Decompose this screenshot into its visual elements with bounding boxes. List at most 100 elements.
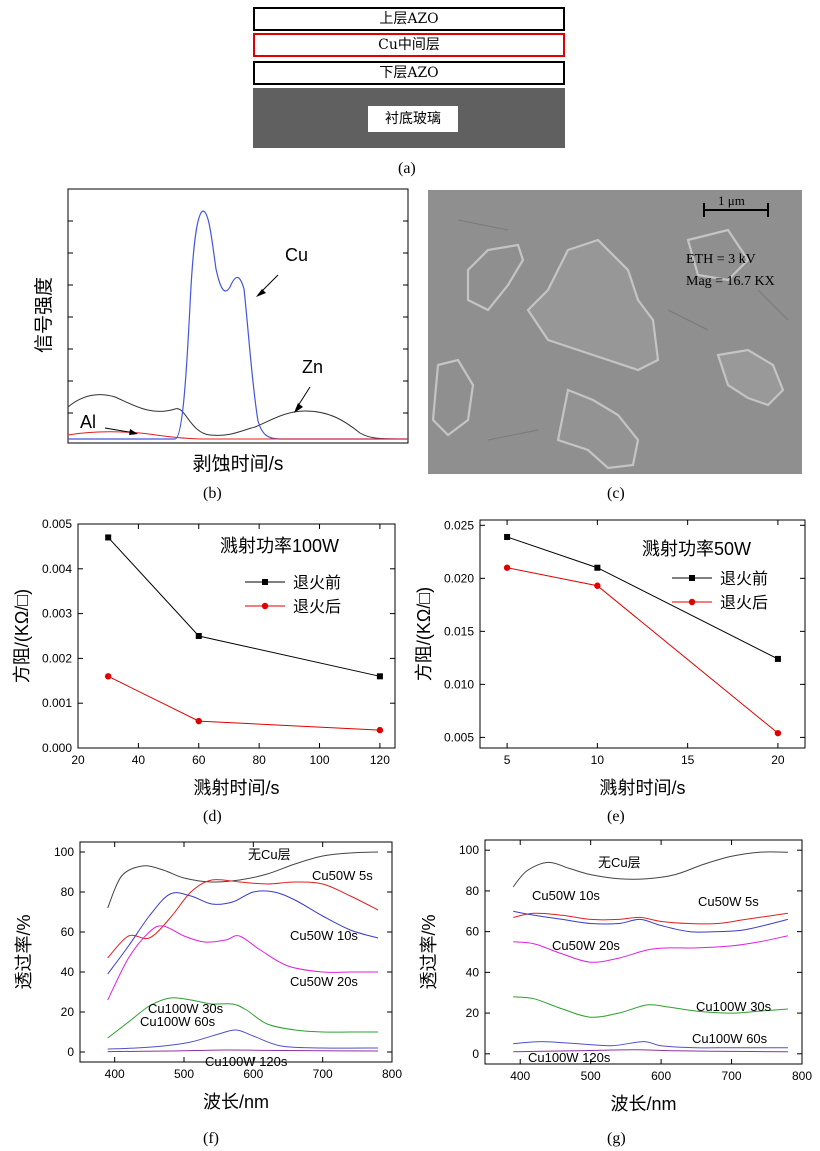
caption-b: (b)	[203, 485, 222, 502]
series-label: Cu50W 10s	[532, 888, 600, 903]
x-tick-label: 20	[71, 753, 85, 767]
layer-cu: Cu中间层	[253, 33, 565, 57]
ylabel: 信号强度	[33, 277, 55, 353]
y-tick-label: 0.025	[444, 518, 474, 532]
y-tick-label: 0.005	[444, 730, 474, 744]
series-label: 无Cu层	[598, 855, 641, 870]
y-tick-label: 0.020	[444, 571, 474, 585]
data-point	[503, 564, 511, 571]
series-label: 无Cu层	[248, 847, 291, 862]
x-tick-label: 700	[313, 1067, 333, 1081]
grain-shadows	[457, 219, 789, 441]
x-tick-label: 500	[174, 1067, 194, 1081]
caption-g: (g)	[607, 1130, 626, 1147]
plot-frame	[67, 188, 409, 444]
x-tick-label: 15	[681, 753, 695, 767]
series-curve	[107, 1029, 379, 1050]
y-tick-label: 80	[61, 885, 75, 899]
data-point	[195, 717, 202, 725]
series-line-after-anneal	[506, 567, 779, 734]
caption-f: (f)	[203, 1130, 219, 1147]
chart-title: 溅射功率100W	[220, 536, 339, 556]
y-tick-label: 80	[466, 884, 480, 898]
cu-arrowhead	[256, 289, 266, 297]
grain-edges	[431, 228, 785, 470]
caption-c: (c)	[607, 485, 625, 502]
chart-e: 5 10 15 20 0.005 0.010 0.015 0.020 0.025 溅射时间/s 方阻…	[414, 518, 806, 798]
y-tick-label: 0.015	[444, 624, 474, 638]
y-tick-label: 0.002	[42, 651, 72, 665]
zn-label: Zn	[302, 357, 323, 377]
series-label: Cu100W 60s	[692, 1031, 768, 1046]
layer-top-azo: 上层AZO	[253, 7, 565, 31]
y-axis-label: 透过率/%	[14, 914, 34, 989]
series-curve	[513, 1041, 788, 1049]
legend-label: 退火前	[720, 570, 768, 588]
caption-a: (a)	[398, 160, 416, 177]
x-axis-label: 溅射时间/s	[599, 778, 685, 798]
series-curve	[107, 1049, 379, 1053]
x-tick-label: 20	[771, 753, 785, 767]
legend-marker	[262, 579, 268, 585]
series-curve	[107, 878, 379, 959]
scale-bar	[703, 203, 769, 217]
tick-marks	[68, 220, 408, 414]
layer-bottom-azo: 下层AZO	[253, 61, 565, 85]
x-tick-label: 400	[510, 1069, 530, 1083]
x-tick-label: 10	[591, 753, 605, 767]
x-tick-label: 100	[310, 753, 330, 767]
eth-label: ETH = 3 kV	[686, 252, 756, 267]
y-tick-label: 60	[61, 925, 75, 939]
mag-label: Mag = 16.7 KX	[686, 274, 775, 289]
legend-marker	[689, 575, 695, 581]
caption-d: (d)	[203, 808, 222, 825]
data-point	[774, 655, 781, 662]
y-tick-label: 0.005	[42, 517, 72, 531]
series-curve	[107, 851, 379, 909]
y-tick-label: 0.010	[444, 677, 474, 691]
legend-label: 退火前	[293, 574, 341, 592]
series-label: Cu100W 120s	[528, 1050, 611, 1065]
x-axis-label: 溅射时间/s	[193, 778, 279, 798]
chart-g: 400 500 600 700 800 0 20 40 60 80 100 波长/nm 透过率/% 无Cu…	[419, 839, 812, 1114]
x-axis-label: 波长/nm	[610, 1094, 676, 1114]
y-tick-label: 0.000	[42, 741, 72, 755]
series-curve	[513, 910, 789, 933]
series-line-after-anneal	[107, 675, 380, 731]
x-tick-label: 600	[243, 1067, 263, 1081]
x-tick-label: 120	[370, 753, 390, 767]
x-tick-label: 60	[192, 753, 206, 767]
cu-label: Cu	[285, 245, 308, 265]
al-curve	[67, 431, 408, 440]
chart-title: 溅射功率50W	[642, 539, 751, 559]
plot-frame	[479, 519, 806, 749]
y-tick-label: 60	[466, 925, 480, 939]
series-label: Cu50W 20s	[290, 974, 358, 989]
series-label: Cu100W 30s	[696, 999, 772, 1014]
data-point	[195, 633, 202, 639]
y-tick-label: 100	[54, 845, 74, 859]
data-point	[594, 582, 601, 589]
x-tick-label: 400	[105, 1067, 125, 1081]
depth-profile-plot: Cu Zn Al 信号强度 剥蚀时间/s	[33, 188, 409, 475]
legend-label: 退火后	[720, 594, 768, 612]
data-point	[504, 533, 511, 540]
y-axis-label: 透过率/%	[419, 914, 439, 989]
y-axis-label: 方阻/(KΩ/□)	[414, 587, 434, 681]
series-curve	[107, 890, 379, 975]
series-curve	[107, 925, 379, 1001]
cu-curve	[68, 210, 408, 440]
series-label: Cu100W 30s	[148, 1001, 224, 1016]
zn-arrowhead	[294, 403, 303, 413]
y-tick-label: 0.004	[42, 562, 72, 576]
y-tick-label: 20	[466, 1006, 480, 1020]
al-arrowhead	[129, 429, 138, 435]
y-tick-label: 0.003	[42, 607, 72, 621]
y-tick-label: 40	[61, 965, 75, 979]
x-tick-label: 700	[722, 1069, 742, 1083]
zn-curve	[67, 394, 409, 440]
x-tick-label: 600	[651, 1069, 671, 1083]
plot-frame	[484, 839, 803, 1065]
xlabel: 剥蚀时间/s	[193, 453, 284, 475]
data-point	[594, 564, 601, 571]
